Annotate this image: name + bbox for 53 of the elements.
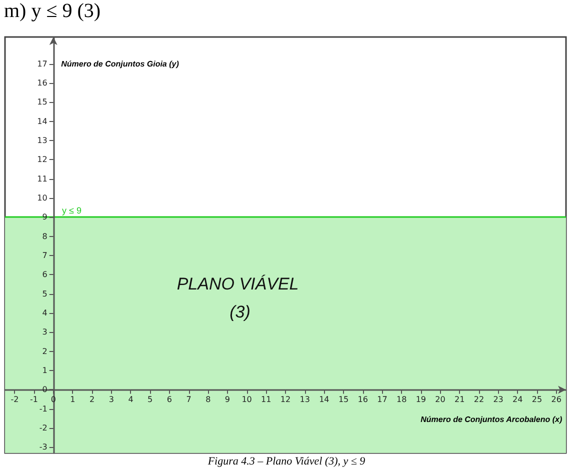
x-tick-label: 16: [358, 395, 368, 404]
y-tick-label: 13: [37, 136, 48, 146]
x-tick-label: 9: [224, 395, 230, 404]
x-tick-label: 17: [377, 395, 388, 404]
x-tick-label: 8: [206, 395, 211, 404]
x-tick-label: 22: [474, 395, 484, 404]
x-tick-label: 7: [186, 395, 192, 404]
y-tick-label: 16: [37, 78, 48, 88]
y-axis-title: Número de Conjuntos Gioia (y): [61, 59, 180, 68]
y-tick-label: 2: [42, 346, 48, 356]
x-axis-title: Número de Conjuntos Arcobaleno (x): [420, 414, 562, 424]
x-tick-label: 26: [551, 395, 562, 404]
x-tick-label: 18: [396, 395, 407, 404]
y-tick-label: -1: [39, 404, 48, 414]
x-tick-label: 5: [148, 395, 153, 404]
x-tick-label: 14: [319, 395, 330, 404]
annotation: PLANO VIÁVEL (3): [176, 274, 304, 322]
x-tick-label: 24: [512, 395, 523, 404]
y-tick-label: 14: [37, 116, 48, 126]
x-tick-label: 3: [108, 395, 114, 404]
y-tick-label: -3: [39, 442, 48, 452]
y-tick-label: 4: [42, 308, 48, 318]
x-tick-label: 2: [90, 395, 95, 404]
x-tick-label: 1: [70, 395, 76, 404]
x-tick-label: 15: [338, 395, 349, 404]
y-tick-label: 17: [37, 59, 48, 68]
x-tick-label: 12: [280, 395, 291, 404]
x-tick-label: 4: [128, 395, 134, 404]
chart-title: m) y ≤ 9 (3): [4, 0, 101, 22]
y-tick-label: 15: [37, 98, 48, 107]
x-tick-label: -2: [10, 395, 19, 404]
x-tick-label: 25: [532, 395, 542, 404]
x-tick-label: 21: [454, 395, 465, 404]
ref-line-label: y ≤ 9: [62, 206, 82, 216]
y-tick-label: 10: [37, 194, 48, 203]
text: Figura 4.3 – Plano Viável (3), y ≤ 9: [206, 456, 366, 468]
x-tick-label: 10: [242, 395, 252, 404]
y-tick-label: 7: [42, 251, 48, 260]
y-tick-label: 12: [37, 155, 48, 164]
y-tick-label: 5: [42, 289, 48, 298]
x-tick-label: 13: [300, 395, 310, 404]
y-tick-label: -2: [39, 424, 48, 433]
x-tick-label: 19: [416, 395, 426, 404]
x-tick-label: 20: [435, 395, 446, 404]
y-tick-label: 8: [42, 232, 48, 241]
x-tick-label: -1: [30, 395, 38, 404]
x-tick-label: 11: [261, 395, 272, 404]
x-tick-label: 6: [166, 395, 172, 404]
x-tick-label: 23: [493, 395, 504, 404]
y-tick-label: 1: [42, 366, 48, 376]
y-tick-label: 6: [42, 270, 48, 280]
y-tick-label: 11: [37, 174, 48, 184]
y-tick-label: 3: [42, 328, 48, 337]
